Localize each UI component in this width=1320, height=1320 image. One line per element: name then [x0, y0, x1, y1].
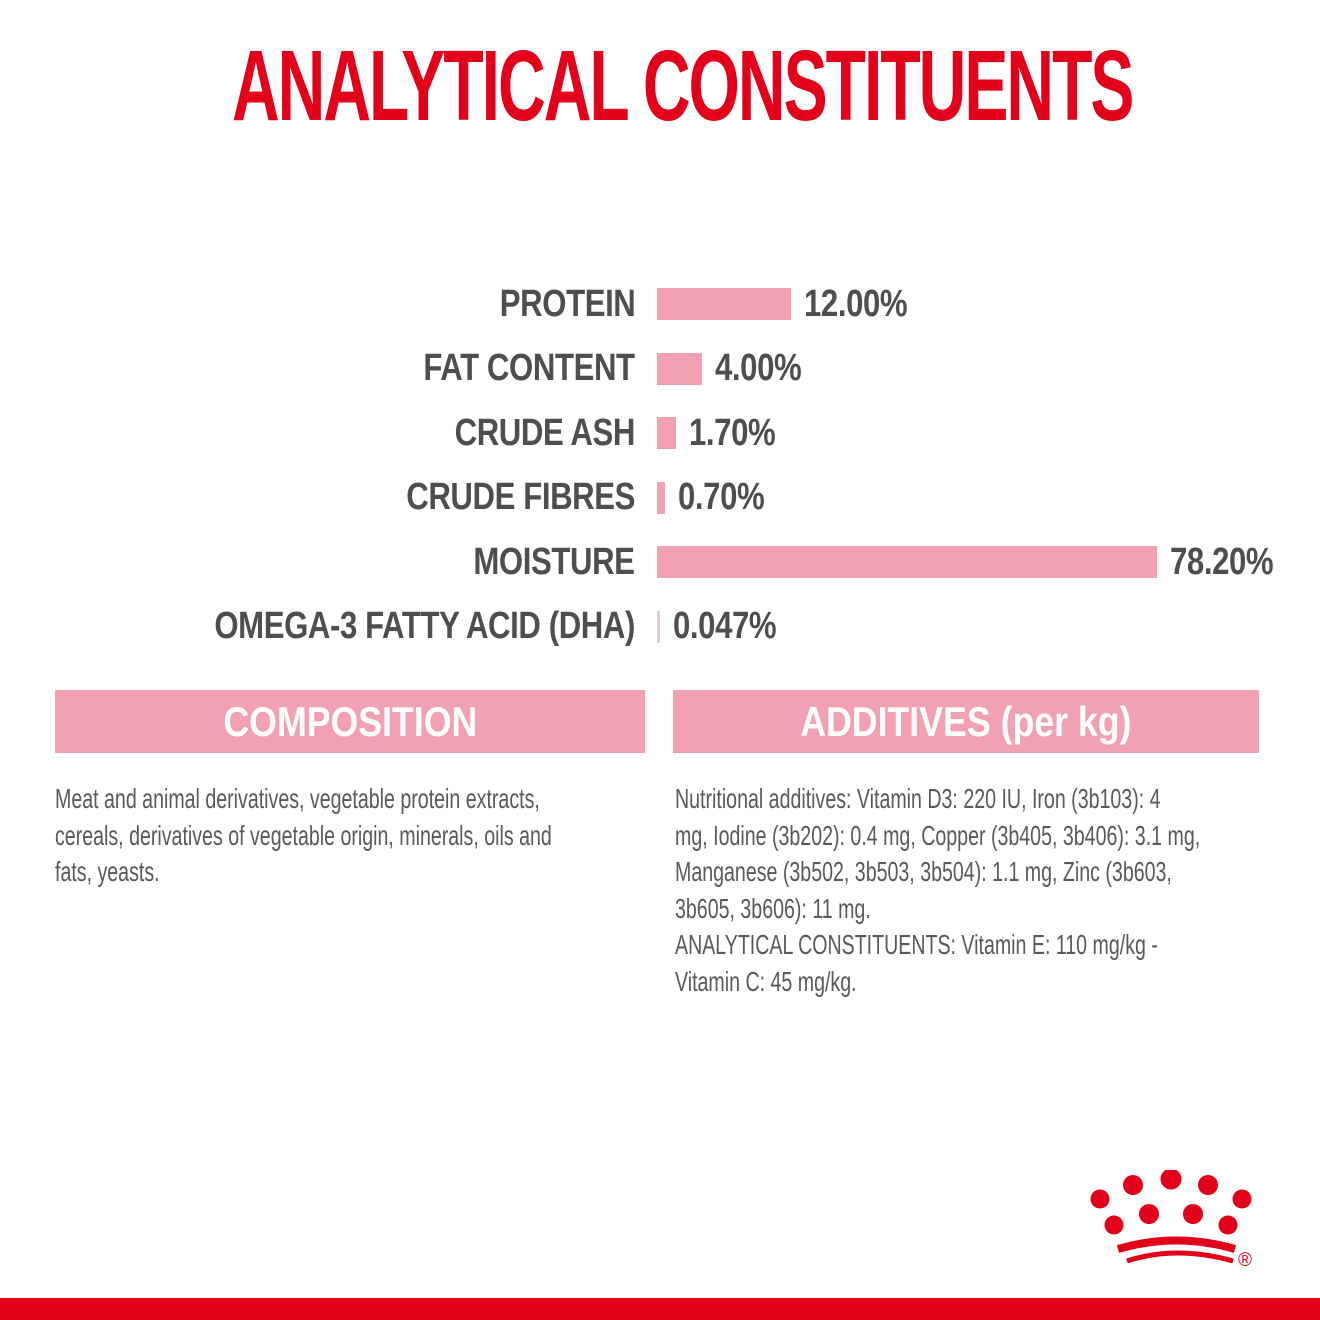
constituent-bar	[657, 610, 660, 643]
chart-row: PROTEIN 12.00%	[0, 272, 1320, 337]
crown-dots	[1090, 1170, 1252, 1235]
composition-header: COMPOSITION	[223, 697, 477, 745]
constituents-bar-chart: PROTEIN 12.00% FAT CONTENT 4.00% CRUDE ASH 1.…	[0, 272, 1320, 659]
constituent-label-cell: CRUDE FIBRES	[0, 476, 635, 519]
constituent-label: FAT CONTENT	[423, 347, 636, 390]
registered-mark: ®	[1238, 1250, 1252, 1271]
constituent-label-cell: FAT CONTENT	[0, 347, 636, 390]
crown-arc-thin	[1126, 1250, 1234, 1264]
composition-body: Meat and animal derivatives, vegetable p…	[55, 783, 552, 887]
constituent-bar	[657, 288, 791, 321]
page-title: ANALYTICAL CONSTITUENTS	[231, 30, 1134, 142]
chart-row: CRUDE FIBRES 0.70%	[0, 466, 1320, 531]
constituent-bar	[657, 546, 1157, 579]
additives-body: Nutritional additives: Vitamin D3: 220 I…	[675, 783, 1201, 997]
crown-arc-thick	[1116, 1236, 1237, 1253]
constituent-label-cell: CRUDE ASH	[0, 411, 636, 455]
additives-header: ADDITIVES (per kg)	[800, 697, 1132, 745]
royal-canin-crown-logo: ®	[1090, 1170, 1252, 1271]
constituent-label-cell: OMEGA-3 FATTY ACID (DHA)	[0, 605, 635, 648]
constituent-label: CRUDE FIBRES	[406, 476, 635, 519]
composition-body-wrap: Meat and animal derivatives, vegetable p…	[55, 781, 645, 891]
constituent-value: 78.20%	[1170, 540, 1274, 583]
chart-row: FAT CONTENT 4.00%	[0, 337, 1320, 402]
constituent-value: 12.00%	[804, 282, 908, 325]
constituent-label: OMEGA-3 FATTY ACID (DHA)	[214, 605, 635, 648]
constituent-label: MOISTURE	[473, 540, 636, 583]
constituent-label-cell: PROTEIN	[0, 283, 635, 326]
page-title-wrap: ANALYTICAL CONSTITUENTS	[0, 36, 1320, 136]
chart-row: CRUDE ASH 1.70%	[0, 401, 1320, 466]
constituent-label: PROTEIN	[499, 282, 635, 325]
additives-body-wrap: Nutritional additives: Vitamin D3: 220 I…	[675, 781, 1265, 1000]
constituent-bar	[657, 352, 702, 385]
constituent-value: 4.00%	[715, 347, 802, 390]
composition-header-band: COMPOSITION	[55, 690, 645, 753]
constituent-label: CRUDE ASH	[454, 411, 636, 454]
constituent-value: 0.70%	[678, 476, 765, 519]
constituent-bar	[657, 481, 665, 514]
footer-red-stripe	[0, 1298, 1320, 1320]
constituent-value: 1.70%	[689, 411, 776, 454]
chart-row: MOISTURE 78.20%	[0, 530, 1320, 595]
additives-header-band: ADDITIVES (per kg)	[673, 690, 1259, 753]
chart-row: OMEGA-3 FATTY ACID (DHA) 0.047%	[0, 595, 1320, 660]
constituent-bar	[657, 417, 676, 450]
constituent-label-cell: MOISTURE	[0, 540, 636, 584]
constituent-value: 0.047%	[673, 605, 777, 648]
